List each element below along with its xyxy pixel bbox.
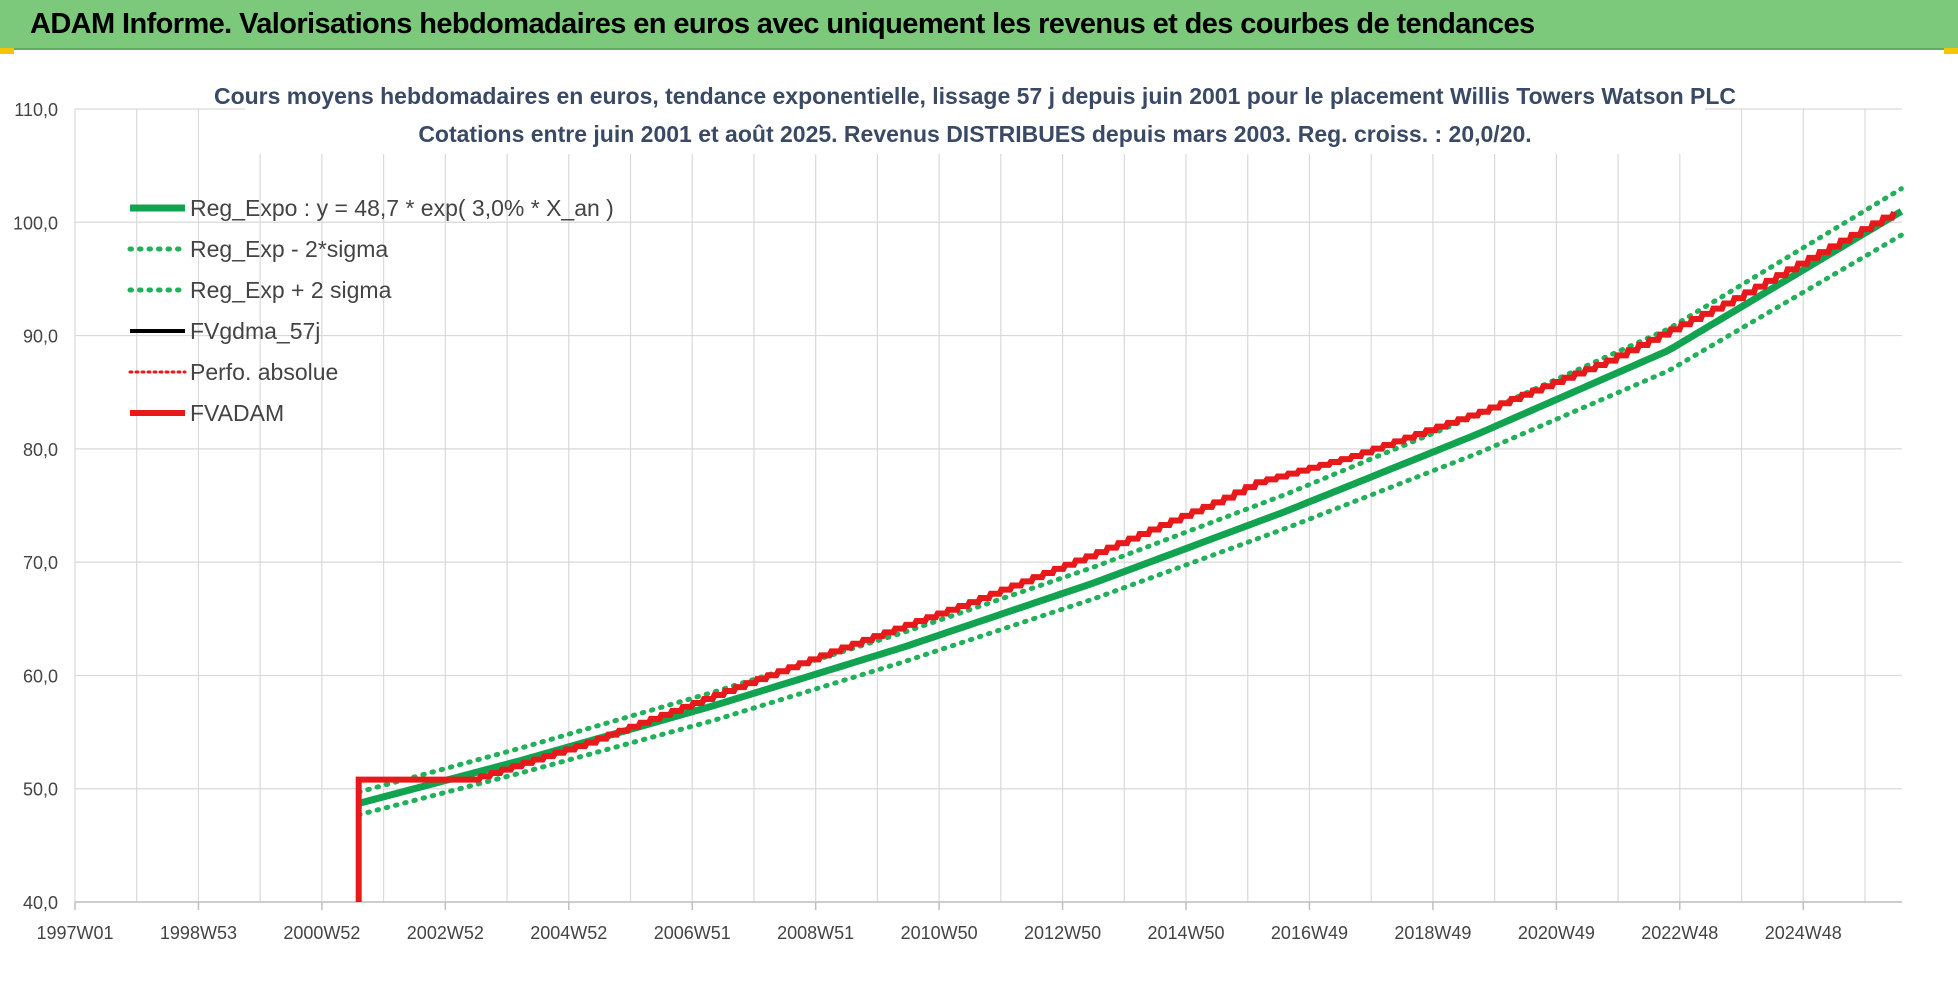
x-tick-label: 2002W52 <box>407 923 484 943</box>
series-line <box>356 186 1904 795</box>
x-tick-label: 1998W53 <box>160 923 237 943</box>
legend-label: FVADAM <box>190 400 284 426</box>
line-chart: 40,0 50,0 60,0 70,0 80,0 90,0 100,0 110,0 1997W… <box>13 76 1904 943</box>
y-tick-label: 90,0 <box>23 327 58 347</box>
chart-subtitle: Cotations entre juin 2001 et août 2025. … <box>418 121 1531 147</box>
y-tick-label: 80,0 <box>23 440 58 460</box>
series-line <box>355 210 1897 902</box>
x-tick-label: 2022W48 <box>1641 923 1718 943</box>
y-tick-label: 60,0 <box>23 666 58 686</box>
y-tick-label: 100,0 <box>13 213 58 233</box>
legend-label: Reg_Exp - 2*sigma <box>190 236 388 262</box>
x-tick-label: 2016W49 <box>1271 923 1348 943</box>
y-tick-label: 40,0 <box>23 893 58 913</box>
series-line <box>357 208 1904 807</box>
legend: Reg_Expo : y = 48,7 * exp( 3,0% * X_an )… <box>127 195 614 426</box>
legend-label: Reg_Exp + 2 sigma <box>190 277 392 303</box>
x-tick-label: 2012W50 <box>1024 923 1101 943</box>
legend-label: FVgdma_57j <box>190 318 320 344</box>
chart-area: 40,0 50,0 60,0 70,0 80,0 90,0 100,0 110,0 1997W… <box>0 50 1958 978</box>
chart-titles: Cours moyens hebdomadaires en euros, ten… <box>214 76 1736 154</box>
y-tick-label: 70,0 <box>23 553 58 573</box>
x-tick-label: 2006W51 <box>654 923 731 943</box>
y-tick-label: 50,0 <box>23 780 58 800</box>
x-tick-label: 2000W52 <box>283 923 360 943</box>
legend-label: Reg_Expo : y = 48,7 * exp( 3,0% * X_an ) <box>190 195 614 221</box>
x-tick-label: 2008W51 <box>777 923 854 943</box>
x-tick-label: 2014W50 <box>1147 923 1224 943</box>
x-tick-label: 2010W50 <box>901 923 978 943</box>
y-axis: 40,0 50,0 60,0 70,0 80,0 90,0 100,0 110,0 <box>13 100 58 913</box>
legend-label: Perfo. absolue <box>190 359 338 385</box>
x-tick-label: 2020W49 <box>1518 923 1595 943</box>
y-tick-label: 110,0 <box>14 100 58 120</box>
corner-mark-left <box>0 48 14 54</box>
x-tick-label: 1997W01 <box>36 923 113 943</box>
banner-title: ADAM Informe. Valorisations hebdomadaire… <box>30 8 1535 40</box>
series-line <box>356 232 1904 818</box>
chart-title: Cours moyens hebdomadaires en euros, ten… <box>214 83 1736 109</box>
x-axis: 1997W01 1998W53 2000W52 2002W52 2004W52 2006W… <box>36 902 1842 943</box>
x-tick-label: 2024W48 <box>1765 923 1842 943</box>
grid-lines <box>74 108 1902 903</box>
x-tick-label: 2018W49 <box>1394 923 1471 943</box>
x-tick-label: 2004W52 <box>530 923 607 943</box>
corner-mark-right <box>1944 48 1958 54</box>
series-lines <box>355 186 1904 902</box>
title-banner: ADAM Informe. Valorisations hebdomadaire… <box>0 0 1958 50</box>
